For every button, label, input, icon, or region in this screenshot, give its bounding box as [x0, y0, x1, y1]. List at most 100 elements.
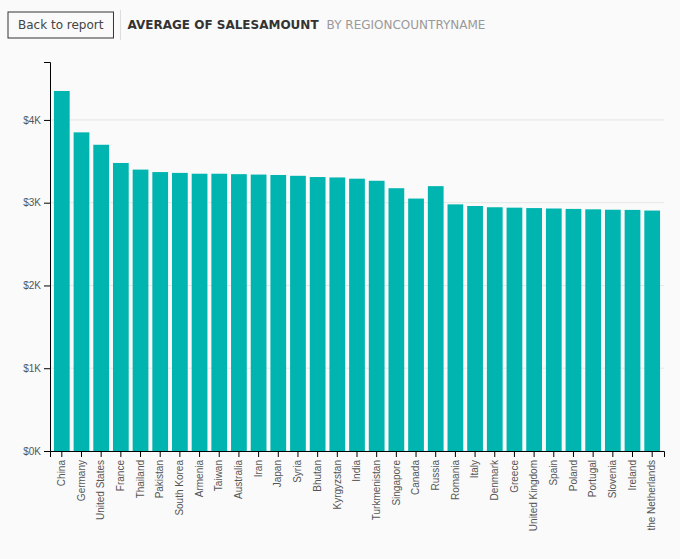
x-tick-mark — [179, 451, 180, 457]
x-tick: Russia — [430, 451, 441, 491]
x-tick-label: India — [351, 460, 362, 482]
bar — [172, 173, 188, 451]
bar — [526, 208, 542, 451]
x-tick-label: Thailand — [135, 460, 146, 498]
x-tick-mark — [297, 451, 298, 457]
x-tick-mark — [494, 451, 495, 457]
x-tick-label: Syria — [292, 460, 303, 483]
bar — [585, 209, 601, 451]
x-tick-mark — [396, 451, 397, 457]
x-tick: Armenia — [194, 451, 205, 497]
x-tick-mark — [652, 451, 653, 457]
bar — [329, 177, 345, 451]
x-tick-mark — [140, 451, 141, 457]
x-tick-mark — [376, 451, 377, 457]
x-tick-mark — [61, 451, 62, 457]
x-tick-mark — [357, 451, 358, 457]
x-tick-mark — [120, 451, 121, 457]
x-tick-mark — [553, 451, 554, 457]
bar — [231, 174, 247, 451]
bar — [251, 175, 267, 451]
bar — [133, 170, 149, 451]
y-tick-label: $2K — [23, 280, 41, 291]
x-tick: United States — [95, 451, 106, 520]
title: AVERAGE OF SALESAMOUNT — [127, 18, 319, 32]
x-tick-label: Germany — [76, 460, 87, 501]
bar — [310, 177, 326, 451]
back-button[interactable]: Back to report — [8, 12, 113, 38]
bar — [74, 132, 90, 451]
x-tick: Iran — [253, 451, 264, 477]
x-tick-label: Romania — [450, 460, 461, 500]
x-tick-mark — [593, 451, 594, 457]
annotation[interactable]: Back to report — [18, 18, 104, 32]
x-tick-mark — [573, 451, 574, 457]
x-tick-label: Russia — [430, 460, 441, 491]
x-tick-label: Australia — [233, 460, 244, 499]
x-tick-label: Turkmenistan — [371, 460, 382, 520]
button-frame[interactable] — [8, 12, 113, 38]
bar — [270, 175, 286, 451]
bar — [448, 204, 464, 451]
x-tick-mark — [101, 451, 102, 457]
bar — [487, 207, 503, 451]
bar — [644, 211, 660, 451]
x-tick: Germany — [76, 451, 87, 501]
y-tick-label: $4K — [23, 115, 41, 126]
subtitle: BY REGIONCOUNTRYNAME — [327, 18, 486, 32]
x-tick-label: United States — [95, 460, 106, 520]
x-tick-mark — [337, 451, 338, 457]
x-tick-label: Bhutan — [312, 460, 323, 492]
chart: Back to report AVERAGE OF SALESAMOUNT BY R… — [0, 0, 680, 559]
x-tick-label: Taiwan — [213, 460, 224, 491]
x-tick: Portugal — [587, 451, 598, 497]
y-axis: $0K $1K $2K $3K $4K — [23, 63, 50, 457]
x-tick-label: Slovenia — [607, 460, 618, 499]
x-tick: Singapore — [391, 451, 402, 506]
bar — [369, 181, 385, 451]
x-tick-label: Singapore — [391, 460, 402, 506]
x-tick: South Korea — [174, 451, 185, 516]
bar — [388, 188, 404, 451]
x-tick: Canada — [410, 451, 421, 495]
x-tick-mark — [317, 451, 318, 457]
separator — [120, 10, 121, 40]
x-tick-mark — [219, 451, 220, 457]
bar — [428, 186, 444, 451]
x-tick-mark — [455, 451, 456, 457]
x-tick: Romania — [450, 451, 461, 500]
bar — [290, 176, 306, 451]
bar — [625, 210, 641, 451]
bar — [467, 206, 483, 451]
x-tick: Taiwan — [213, 451, 224, 491]
header: Back to report AVERAGE OF SALESAMOUNT BY R… — [8, 10, 485, 40]
bar — [566, 209, 582, 451]
plot: $0K $1K $2K $3K $4K China Germany United States… — [23, 63, 664, 532]
y-tick: $3K — [23, 197, 50, 208]
y-tick: $0K — [23, 446, 50, 457]
x-tick: Greece — [509, 451, 520, 493]
bar — [113, 163, 129, 451]
x-tick-label: Portugal — [587, 460, 598, 497]
y-tick-label: $3K — [23, 197, 41, 208]
bar — [152, 172, 168, 451]
y-tick: $1K — [23, 363, 50, 374]
y-tick-mark — [44, 203, 50, 204]
x-tick-label: Canada — [410, 460, 421, 495]
x-tick-label: Kyrgyzstan — [332, 460, 343, 509]
x-tick: the Netherlands — [646, 451, 657, 531]
x-tick: Kyrgyzstan — [332, 451, 343, 509]
bar — [211, 174, 227, 451]
x-tick: France — [115, 451, 126, 491]
bar — [93, 145, 109, 451]
y-tick-mark — [44, 368, 50, 369]
x-tick-mark — [514, 451, 515, 457]
x-tick: China — [56, 451, 67, 486]
x-tick-mark — [81, 451, 82, 457]
x-tick-label: United Kingdom — [528, 460, 539, 531]
x-tick-mark — [435, 451, 436, 457]
x-tick-mark — [475, 451, 476, 457]
bar — [349, 179, 365, 451]
x-tick: Australia — [233, 451, 244, 499]
x-axis-line — [51, 452, 665, 458]
